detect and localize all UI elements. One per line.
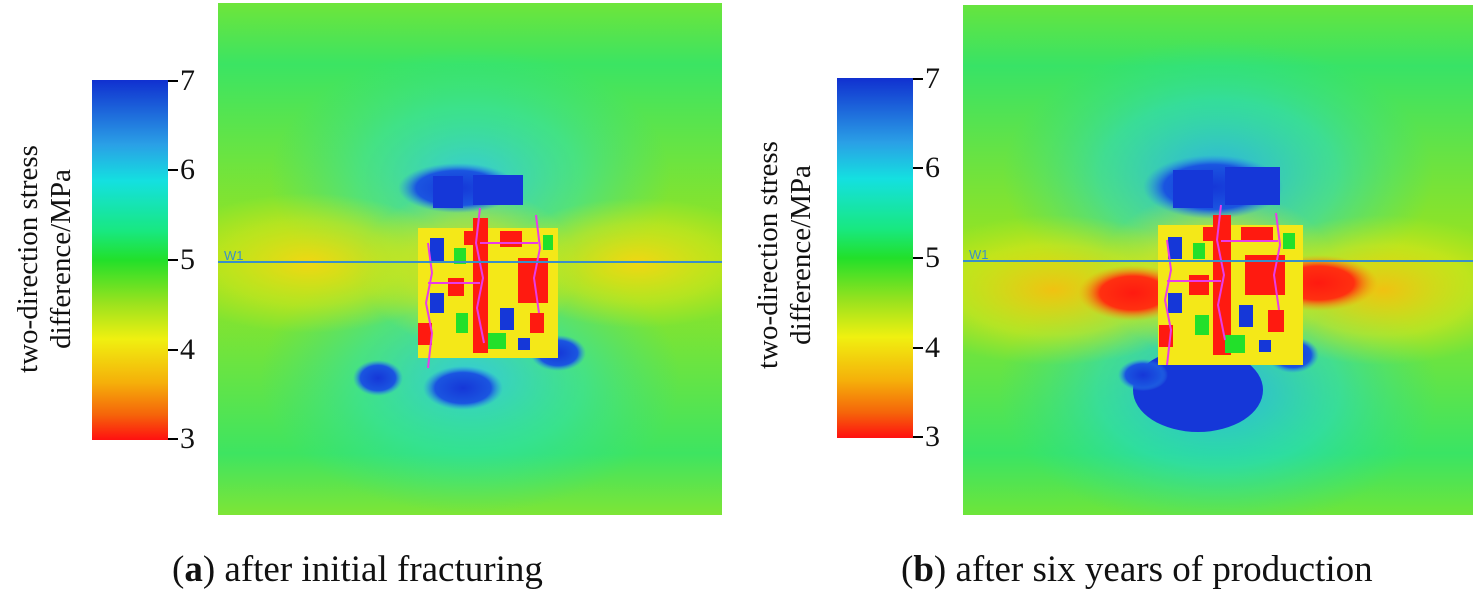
colorbar-tick (913, 257, 923, 259)
panel-b: two-direction stress difference/MPa 7 6 … (739, 0, 1478, 600)
colorbar-tick (168, 349, 178, 351)
colorbar-tick (168, 169, 178, 171)
colorbar-tick (168, 259, 178, 261)
colorbar (92, 80, 168, 440)
colorbar-title-line1: two-direction stress (12, 145, 44, 373)
colorbar-title: two-direction stress difference/MPa (752, 85, 818, 425)
colorbar-tick-label: 3 (925, 420, 940, 453)
caption: (a) after initial fracturing (172, 549, 543, 590)
colorbar (837, 78, 913, 438)
panel-letter: b (913, 549, 934, 590)
colorbar-title-line1: two-direction stress (752, 141, 784, 369)
caption-text: after initial fracturing (224, 549, 543, 590)
caption: (b) after six years of production (901, 549, 1373, 590)
colorbar-tick-label: 7 (925, 62, 940, 95)
colorbar-tick (913, 167, 923, 169)
colorbar-tick-label: 6 (180, 153, 195, 186)
colorbar-tick-label: 4 (925, 331, 940, 364)
colorbar-tick-label: 6 (925, 151, 940, 184)
well-label: W1 (969, 247, 989, 262)
stress-map-b: W1 (963, 5, 1473, 515)
colorbar-title-line2: difference/MPa (785, 165, 817, 345)
panel-letter: a (184, 549, 203, 590)
caption-text: after six years of production (955, 549, 1373, 590)
stress-map-a: W1 (218, 3, 722, 515)
colorbar-tick (168, 438, 178, 440)
colorbar-tick-label: 4 (180, 333, 195, 366)
colorbar-tick-label: 5 (180, 243, 195, 276)
colorbar-title: two-direction stress difference/MPa (12, 89, 78, 429)
fracture-zone (1158, 215, 1303, 365)
well-label: W1 (224, 248, 244, 263)
colorbar-tick (913, 347, 923, 349)
colorbar-tick-label: 7 (180, 64, 195, 97)
colorbar-tick (913, 78, 923, 80)
colorbar-tick (168, 80, 178, 82)
colorbar-tick (913, 436, 923, 438)
colorbar-tick-label: 5 (925, 241, 940, 274)
colorbar-tick-label: 3 (180, 422, 195, 455)
fracture-zone (418, 218, 558, 358)
colorbar-title-line2: difference/MPa (45, 169, 77, 349)
panel-a: two-direction stress difference/MPa 7 6 … (12, 3, 722, 590)
